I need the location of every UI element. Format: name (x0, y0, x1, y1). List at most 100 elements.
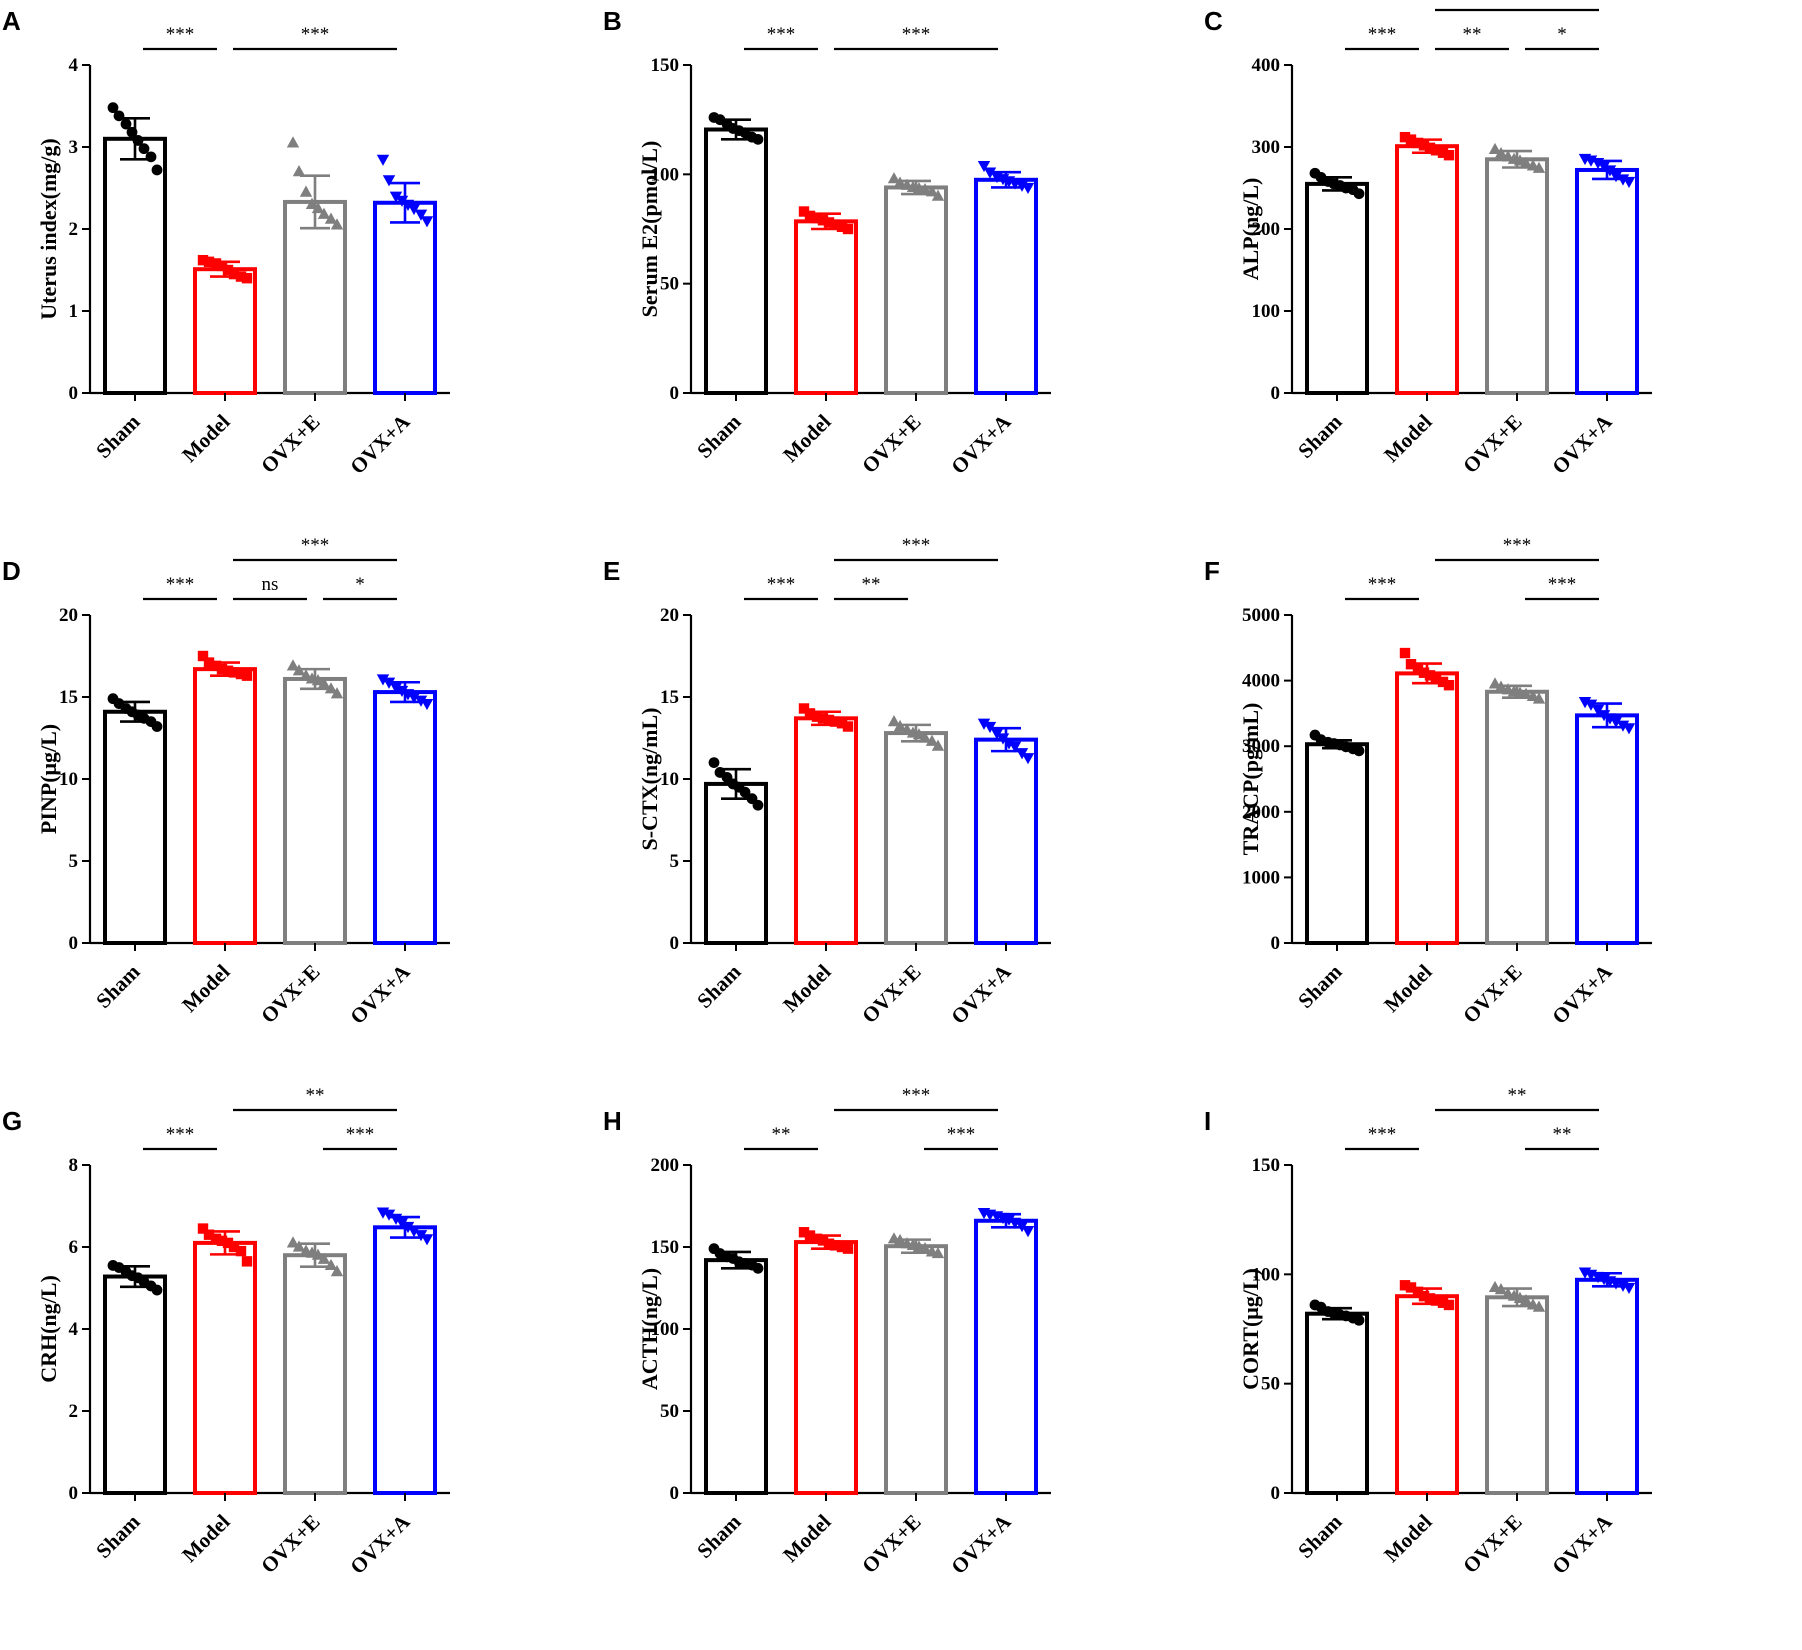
y-tick-label: 0 (1271, 933, 1281, 954)
data-point (836, 221, 848, 233)
y-tick-label: 5000 (1242, 605, 1280, 626)
x-tick-label: Sham (1293, 959, 1347, 1013)
data-point (216, 1235, 228, 1247)
data-point (330, 687, 344, 699)
significance-label: *** (1503, 0, 1532, 6)
y-tick-label: 200 (651, 1155, 680, 1176)
data-point (1494, 146, 1508, 159)
significance-label: *** (902, 535, 931, 556)
bar (974, 177, 1038, 395)
data-point (798, 206, 810, 217)
data-point (823, 1238, 835, 1249)
data-point (836, 718, 848, 729)
data-point (414, 695, 428, 707)
bar (1395, 144, 1459, 395)
data-point (977, 160, 991, 173)
y-tick-label: 150 (651, 55, 680, 76)
significance-label: *** (166, 574, 195, 595)
x-tick-label: OVX+A (946, 1509, 1016, 1579)
bar (103, 136, 167, 395)
y-tick-label: 20 (59, 605, 78, 626)
y-axis-title: ACTH(ng/L) (637, 1268, 662, 1390)
y-tick-label: 20 (660, 605, 679, 626)
data-point (292, 1240, 306, 1252)
data-point (1532, 161, 1546, 173)
data-point (145, 151, 157, 163)
significance-label: ** (1553, 1124, 1572, 1145)
chart-panel-a: A 0 1 2 3 4 Uterus index(mg/g) Sham Model OVX+E OV… (0, 0, 600, 550)
data-point (228, 667, 240, 678)
x-tick-label: Model (1379, 1509, 1437, 1567)
data-point (1418, 667, 1430, 678)
data-point (197, 254, 209, 266)
data-point (893, 176, 907, 188)
data-point (1399, 131, 1411, 143)
x-tick-label: OVX+E (1458, 1510, 1526, 1578)
data-point (241, 273, 253, 284)
data-point (407, 1226, 421, 1238)
data-point (1424, 670, 1436, 681)
y-axis-title: CRH(ng/L) (36, 1275, 61, 1383)
data-point (389, 682, 403, 694)
chart-svg: E 0 5 10 15 20 S-CTX(ng/mL) Sham Model OVX+E OVX+A… (603, 535, 1051, 1029)
data-point (382, 175, 396, 187)
x-tick-label: Model (778, 959, 836, 1017)
x-tick-label: Sham (91, 1509, 145, 1563)
y-tick-label: 5 (670, 851, 680, 872)
data-point (222, 264, 234, 276)
data-point (203, 657, 215, 668)
panel-label: D (2, 556, 21, 586)
data-point (317, 1252, 331, 1264)
bar (373, 200, 437, 395)
x-tick-label: OVX+A (345, 959, 415, 1029)
panel-label: H (603, 1106, 622, 1136)
x-tick-label: Sham (1293, 1509, 1347, 1563)
bar (1575, 713, 1639, 945)
data-point (317, 207, 331, 219)
significance-label: ** (1508, 1085, 1527, 1106)
data-point (286, 136, 300, 148)
x-tick-label: Model (177, 1509, 235, 1567)
panel-label: I (1204, 1106, 1211, 1136)
data-point (1399, 1280, 1411, 1291)
chart-panel-e: E 0 5 10 15 20 S-CTX(ng/mL) Sham Model OVX+E OVX+A… (601, 535, 1201, 1100)
data-point (197, 1223, 209, 1234)
data-point (151, 164, 163, 176)
data-point (1494, 1283, 1508, 1295)
y-tick-label: 400 (1252, 55, 1281, 76)
panel-label: B (603, 6, 622, 36)
data-point (798, 1227, 810, 1238)
y-tick-label: 0 (69, 933, 79, 954)
data-point (804, 210, 816, 222)
data-point (842, 223, 854, 235)
data-point (1015, 1221, 1029, 1233)
data-point (752, 133, 764, 145)
significance-label: *** (166, 24, 195, 45)
data-point (1418, 1291, 1430, 1302)
data-point (842, 1243, 854, 1254)
data-point (1609, 171, 1623, 183)
data-point (1488, 677, 1502, 689)
significance-label: *** (1548, 574, 1577, 595)
data-point (1488, 142, 1502, 155)
data-point (241, 670, 253, 681)
y-tick-label: 1000 (1242, 867, 1280, 888)
data-point (228, 1241, 240, 1253)
data-point (931, 1246, 945, 1259)
data-point (752, 1262, 764, 1274)
x-tick-label: OVX+A (345, 409, 415, 479)
data-point (1021, 753, 1035, 765)
bar (1485, 157, 1549, 395)
data-point (222, 665, 234, 676)
data-point (420, 698, 434, 711)
data-point (210, 660, 222, 672)
data-point (120, 118, 132, 130)
data-point (990, 728, 1004, 740)
data-point (389, 191, 403, 203)
significance-label: *** (1368, 574, 1397, 595)
y-tick-label: 15 (59, 687, 78, 708)
significance-label: ** (1463, 24, 1482, 45)
x-tick-label: Sham (91, 409, 145, 463)
